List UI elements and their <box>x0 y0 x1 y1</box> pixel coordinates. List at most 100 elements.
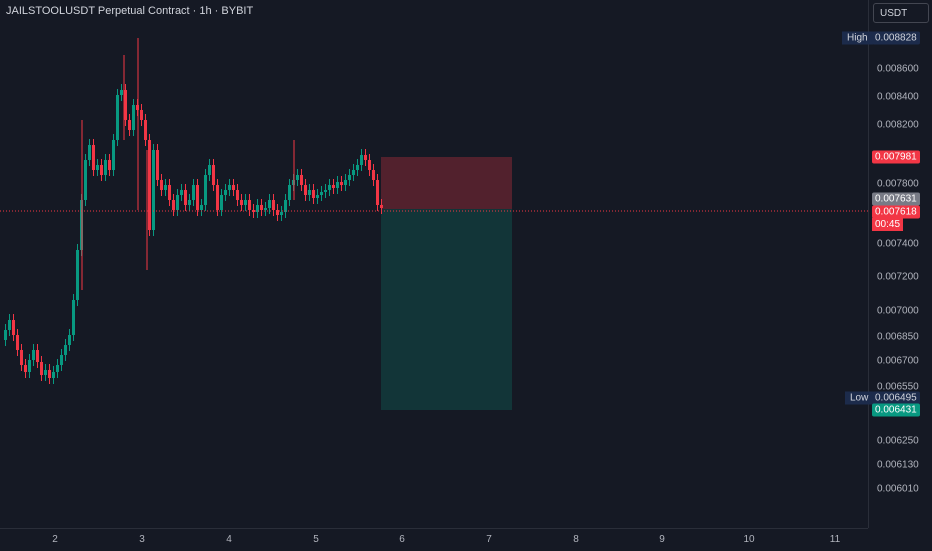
candle-body <box>12 320 15 335</box>
candle-body <box>64 345 67 355</box>
candle-body <box>68 335 71 345</box>
low-value-tag: 0.006495 <box>872 391 920 405</box>
stop-loss-tag: 0.007981 <box>872 150 920 164</box>
take-profit-zone[interactable] <box>381 209 512 410</box>
time-tick-label: 2 <box>52 534 58 545</box>
candle-body <box>348 175 351 180</box>
candle-body <box>280 212 283 215</box>
candle-body <box>192 185 195 200</box>
candle-body <box>92 145 95 170</box>
candle-body <box>120 90 123 95</box>
candle-body <box>204 175 207 205</box>
price-tick-label: 0.008600 <box>877 63 919 75</box>
candle-body <box>340 182 343 185</box>
candle-body <box>100 165 103 175</box>
candle-body <box>300 175 303 185</box>
candle-body <box>236 190 239 200</box>
candle-body <box>132 105 135 130</box>
candle-body <box>88 145 91 160</box>
candle-body <box>364 155 367 160</box>
candle-body <box>200 205 203 210</box>
candle-body <box>44 370 47 375</box>
candle-body <box>284 200 287 212</box>
candle-body <box>20 350 23 365</box>
price-tick-label: 0.007800 <box>877 178 919 190</box>
candle-body <box>124 90 127 120</box>
price-tick-label: 0.007400 <box>877 238 919 250</box>
candle-body <box>160 180 163 190</box>
price-tick-label: 0.006010 <box>877 483 919 495</box>
candle-body <box>296 175 299 180</box>
candle-body <box>112 140 115 170</box>
price-tick-label: 0.008200 <box>877 119 919 131</box>
candle-body <box>4 330 7 340</box>
price-tick-label: 0.007200 <box>877 271 919 283</box>
candle-body <box>40 362 43 375</box>
price-axis[interactable]: 0.008600 0.008400 0.008200 0.007800 0.007400… <box>868 0 932 528</box>
candle-body <box>380 205 383 208</box>
candle-body <box>344 180 347 185</box>
candle-body <box>156 150 159 180</box>
candle-body <box>144 120 147 140</box>
candle-body <box>116 95 119 140</box>
candle-body <box>72 300 75 335</box>
candle-body <box>376 180 379 205</box>
candle-body <box>304 185 307 195</box>
chart-area[interactable]: JAILSTOOLUSDT Perpetual Contract · 1h · … <box>0 0 868 528</box>
candle-body <box>196 185 199 210</box>
candle-body <box>272 200 275 210</box>
candle-body <box>48 370 51 378</box>
candle-body <box>32 350 35 360</box>
candle-body <box>176 195 179 210</box>
price-tick-label: 0.006850 <box>877 331 919 343</box>
candle-body <box>312 190 315 198</box>
candle-body <box>264 208 267 210</box>
price-tick-label: 0.007000 <box>877 305 919 317</box>
take-profit-tag: 0.006431 <box>872 403 920 417</box>
candle-body <box>16 335 19 350</box>
candle-body <box>180 190 183 195</box>
price-tick-label: 0.006550 <box>877 381 919 393</box>
candle-body <box>52 372 55 378</box>
candle-body <box>244 200 247 205</box>
candle-body <box>184 190 187 205</box>
candle-body <box>320 192 323 195</box>
time-tick-label: 11 <box>829 534 841 545</box>
time-tick-label: 9 <box>659 534 665 545</box>
candle-body <box>172 200 175 210</box>
stop-loss-zone[interactable] <box>381 157 512 209</box>
high-label: High <box>842 31 873 45</box>
candle-body <box>148 140 151 230</box>
candle-body <box>76 250 79 300</box>
candle-body <box>28 360 31 372</box>
time-axis[interactable]: 2 3 4 5 6 7 8 9 10 11 <box>0 528 868 551</box>
currency-button[interactable]: USDT <box>873 3 929 23</box>
candle-body <box>220 195 223 210</box>
candle-body <box>316 195 319 198</box>
candle-body <box>164 185 167 190</box>
candle-body <box>24 365 27 372</box>
candle-body <box>224 190 227 195</box>
time-tick-label: 3 <box>139 534 145 545</box>
time-tick-label: 5 <box>313 534 319 545</box>
candle-body <box>128 120 131 130</box>
candle-body <box>368 160 371 170</box>
current-price-tag: 0.007618 <box>872 205 920 219</box>
candlestick-chart[interactable] <box>0 0 868 528</box>
low-label: Low <box>845 391 874 405</box>
candle-body <box>360 155 363 165</box>
candle-body <box>256 205 259 212</box>
candle-body <box>84 160 87 200</box>
candle-body <box>212 165 215 185</box>
candle-body <box>232 185 235 190</box>
candle-body <box>60 355 63 365</box>
candle-body <box>328 185 331 190</box>
chart-title: JAILSTOOLUSDT Perpetual Contract · 1h · … <box>6 5 254 17</box>
time-tick-label: 8 <box>573 534 579 545</box>
candle-body <box>240 200 243 205</box>
price-tick-label: 0.008400 <box>877 91 919 103</box>
price-tick-label: 0.006130 <box>877 459 919 471</box>
candle-body <box>268 200 271 208</box>
candle-body <box>372 170 375 180</box>
candle-body <box>152 150 155 230</box>
